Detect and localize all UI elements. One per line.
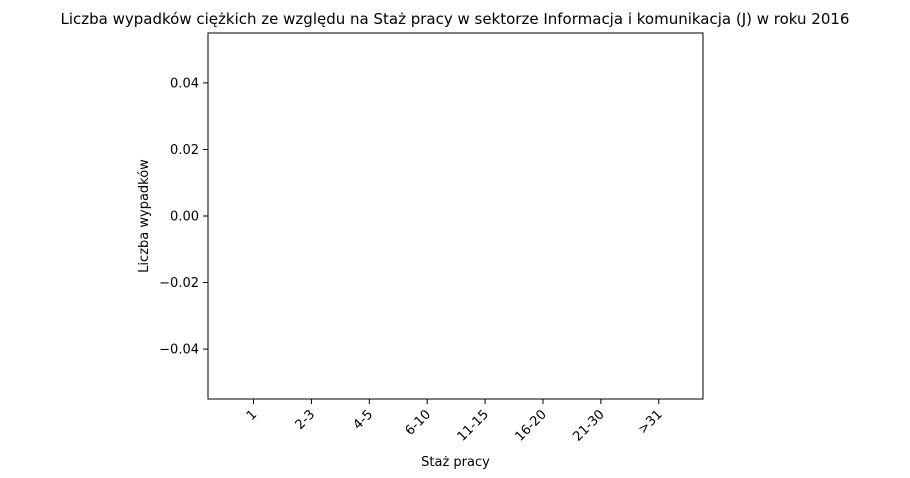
y-axis-label: Liczba wypadków	[137, 159, 152, 273]
x-tick-label: 4-5	[351, 407, 377, 433]
x-axis: 1 2-3 4-5 6-10 11-15 16-20 21-30 >31	[244, 399, 666, 445]
x-tick-label: 11-15	[455, 407, 492, 444]
chart-title: Liczba wypadków ciężkich ze względu na S…	[61, 10, 850, 28]
x-tick-label: 2-3	[293, 407, 319, 433]
x-tick-label: 16-20	[513, 407, 550, 444]
y-tick-label: −0.02	[159, 276, 199, 291]
x-tick-label: 21-30	[570, 407, 607, 444]
y-tick-label: 0.04	[170, 76, 199, 91]
y-tick-label: −0.04	[159, 343, 199, 358]
plot-frame	[207, 32, 704, 400]
x-tick-label: 6-10	[403, 407, 434, 438]
x-tick-label: 1	[244, 407, 260, 423]
x-axis-label: Staż pracy	[421, 455, 490, 470]
x-tick-label: >31	[636, 407, 666, 437]
y-axis: 0.04 0.02 0.00 −0.02 −0.04	[159, 76, 208, 358]
y-tick-label: 0.02	[170, 143, 199, 158]
y-tick-label: 0.00	[170, 210, 199, 225]
